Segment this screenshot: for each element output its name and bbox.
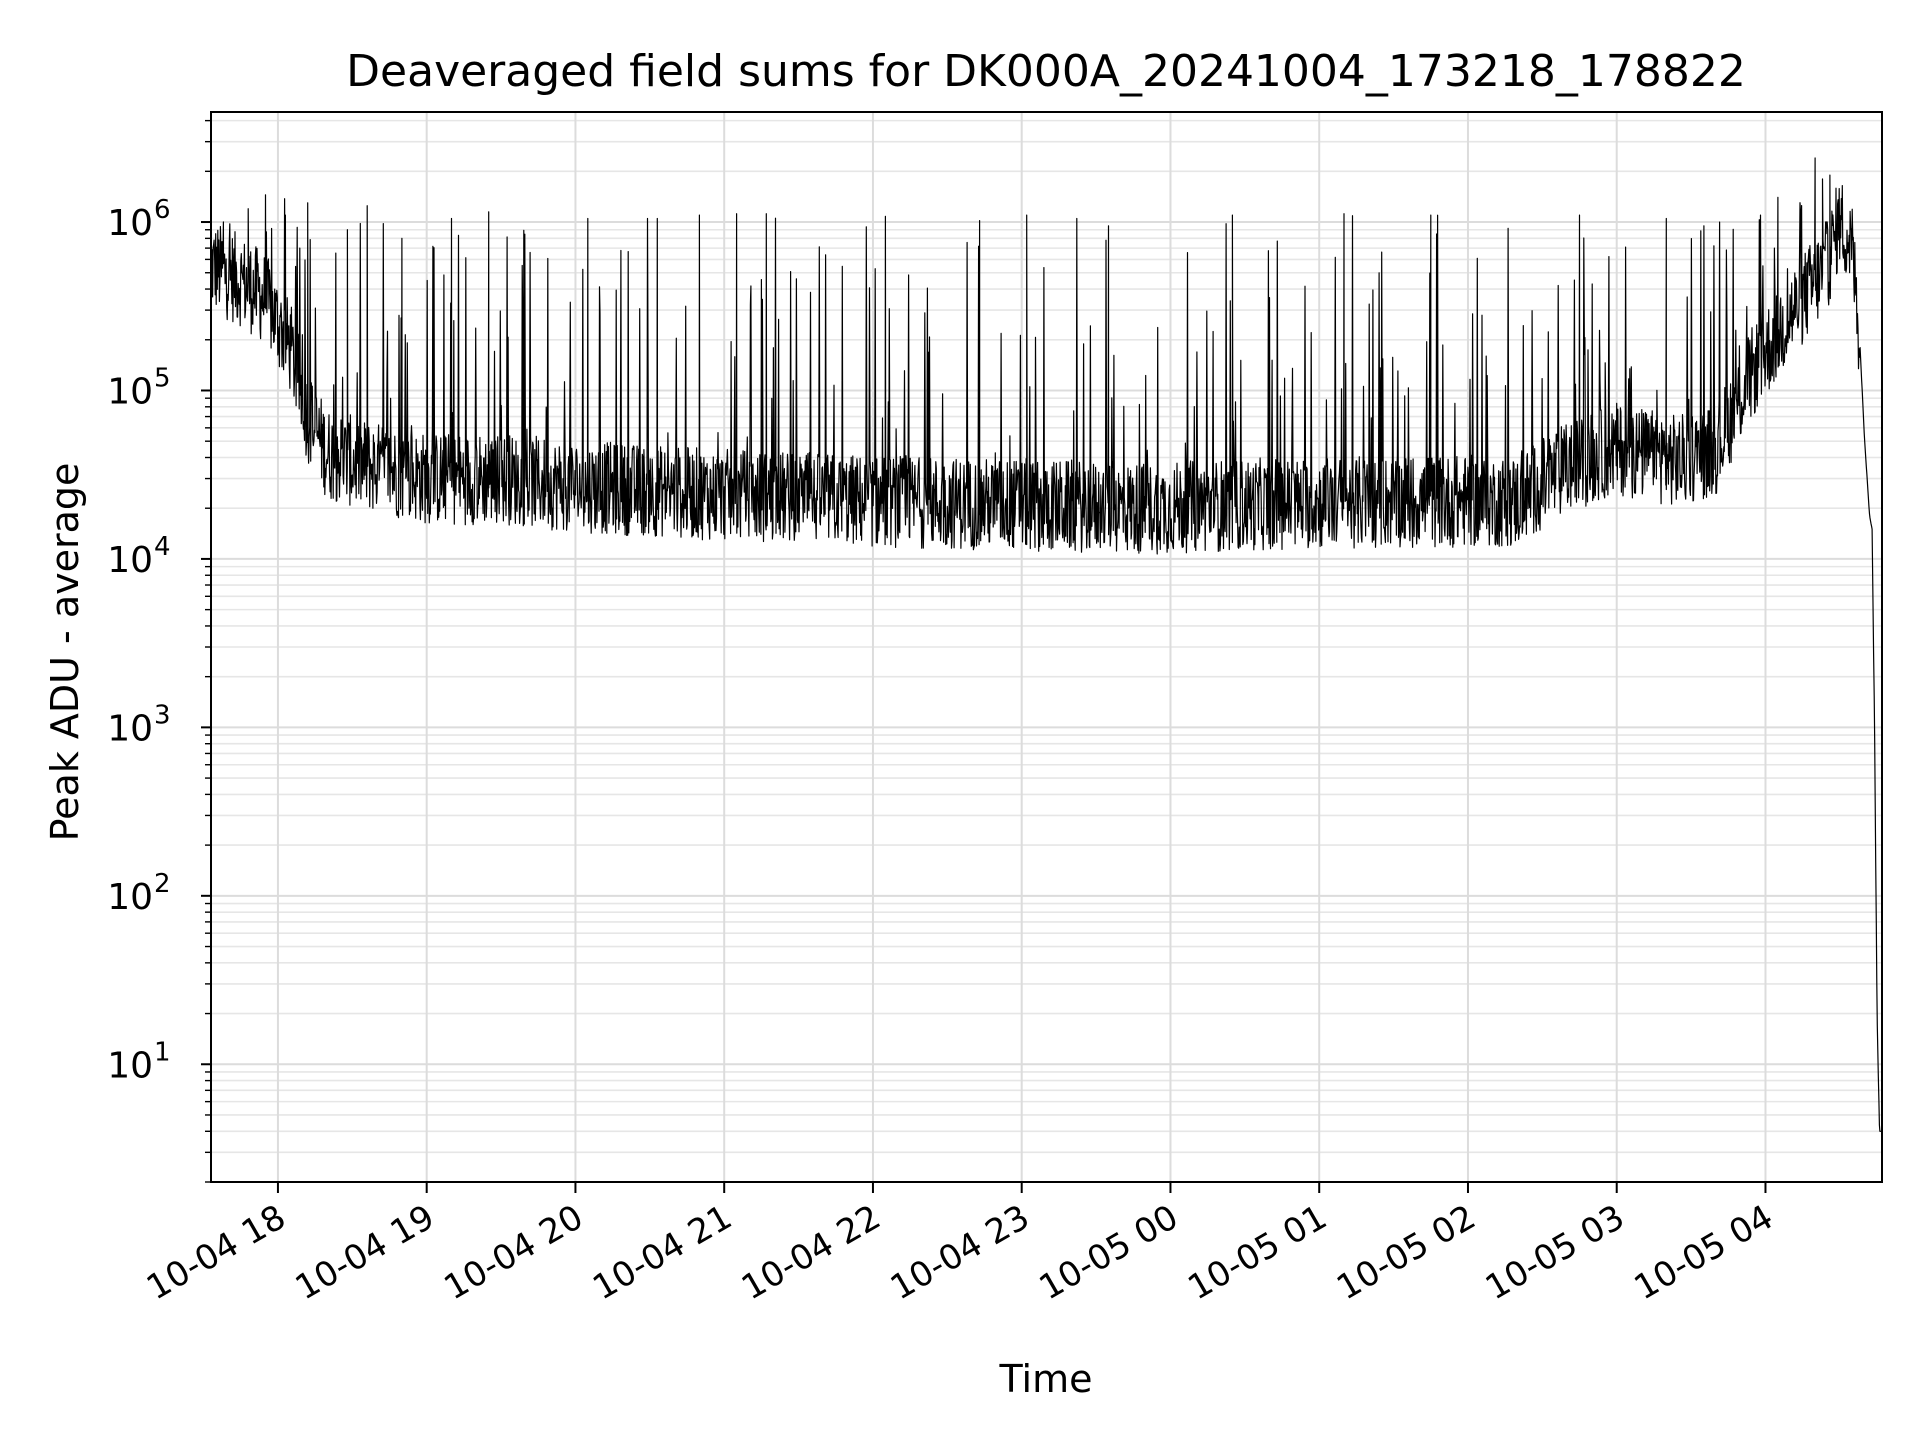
y-tick-label: 10 (107, 540, 153, 581)
y-tick-exponent: 3 (154, 700, 171, 730)
y-tick-label: 10 (107, 708, 153, 749)
series-layer (210, 157, 1883, 1132)
minor-grid (211, 119, 1882, 1183)
y-tick-label: 10 (107, 1045, 153, 1086)
y-axis-label: Peak ADU - average (43, 463, 87, 842)
y-tick-label: 10 (107, 203, 153, 244)
y-tick-exponent: 5 (154, 363, 171, 393)
series-line (210, 157, 1883, 1132)
major-grid (211, 112, 1882, 1182)
y-tick-exponent: 1 (154, 1037, 171, 1067)
y-tick-exponent: 2 (154, 869, 171, 899)
y-tick-label: 10 (107, 877, 153, 918)
y-tick-exponent: 6 (154, 195, 171, 225)
x-axis-label: Time (999, 1357, 1093, 1401)
y-tick-exponent: 4 (154, 532, 171, 562)
y-tick-label: 10 (107, 371, 153, 412)
chart-title: Deaveraged field sums for DK000A_2024100… (346, 46, 1746, 97)
